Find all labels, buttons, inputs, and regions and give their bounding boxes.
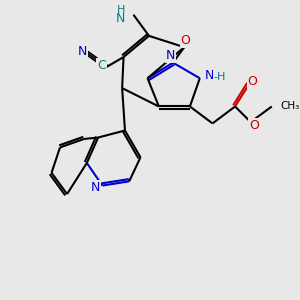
Text: O: O: [248, 75, 258, 88]
Text: C: C: [97, 59, 106, 72]
Text: N: N: [91, 181, 100, 194]
Text: N: N: [116, 12, 125, 25]
Text: H: H: [116, 5, 125, 16]
Text: CH₃: CH₃: [280, 101, 299, 112]
Text: N: N: [205, 70, 214, 83]
Text: N: N: [78, 45, 87, 58]
Text: N: N: [166, 49, 175, 62]
Text: O: O: [249, 119, 259, 132]
Text: -H: -H: [213, 72, 226, 82]
Text: O: O: [181, 34, 190, 47]
